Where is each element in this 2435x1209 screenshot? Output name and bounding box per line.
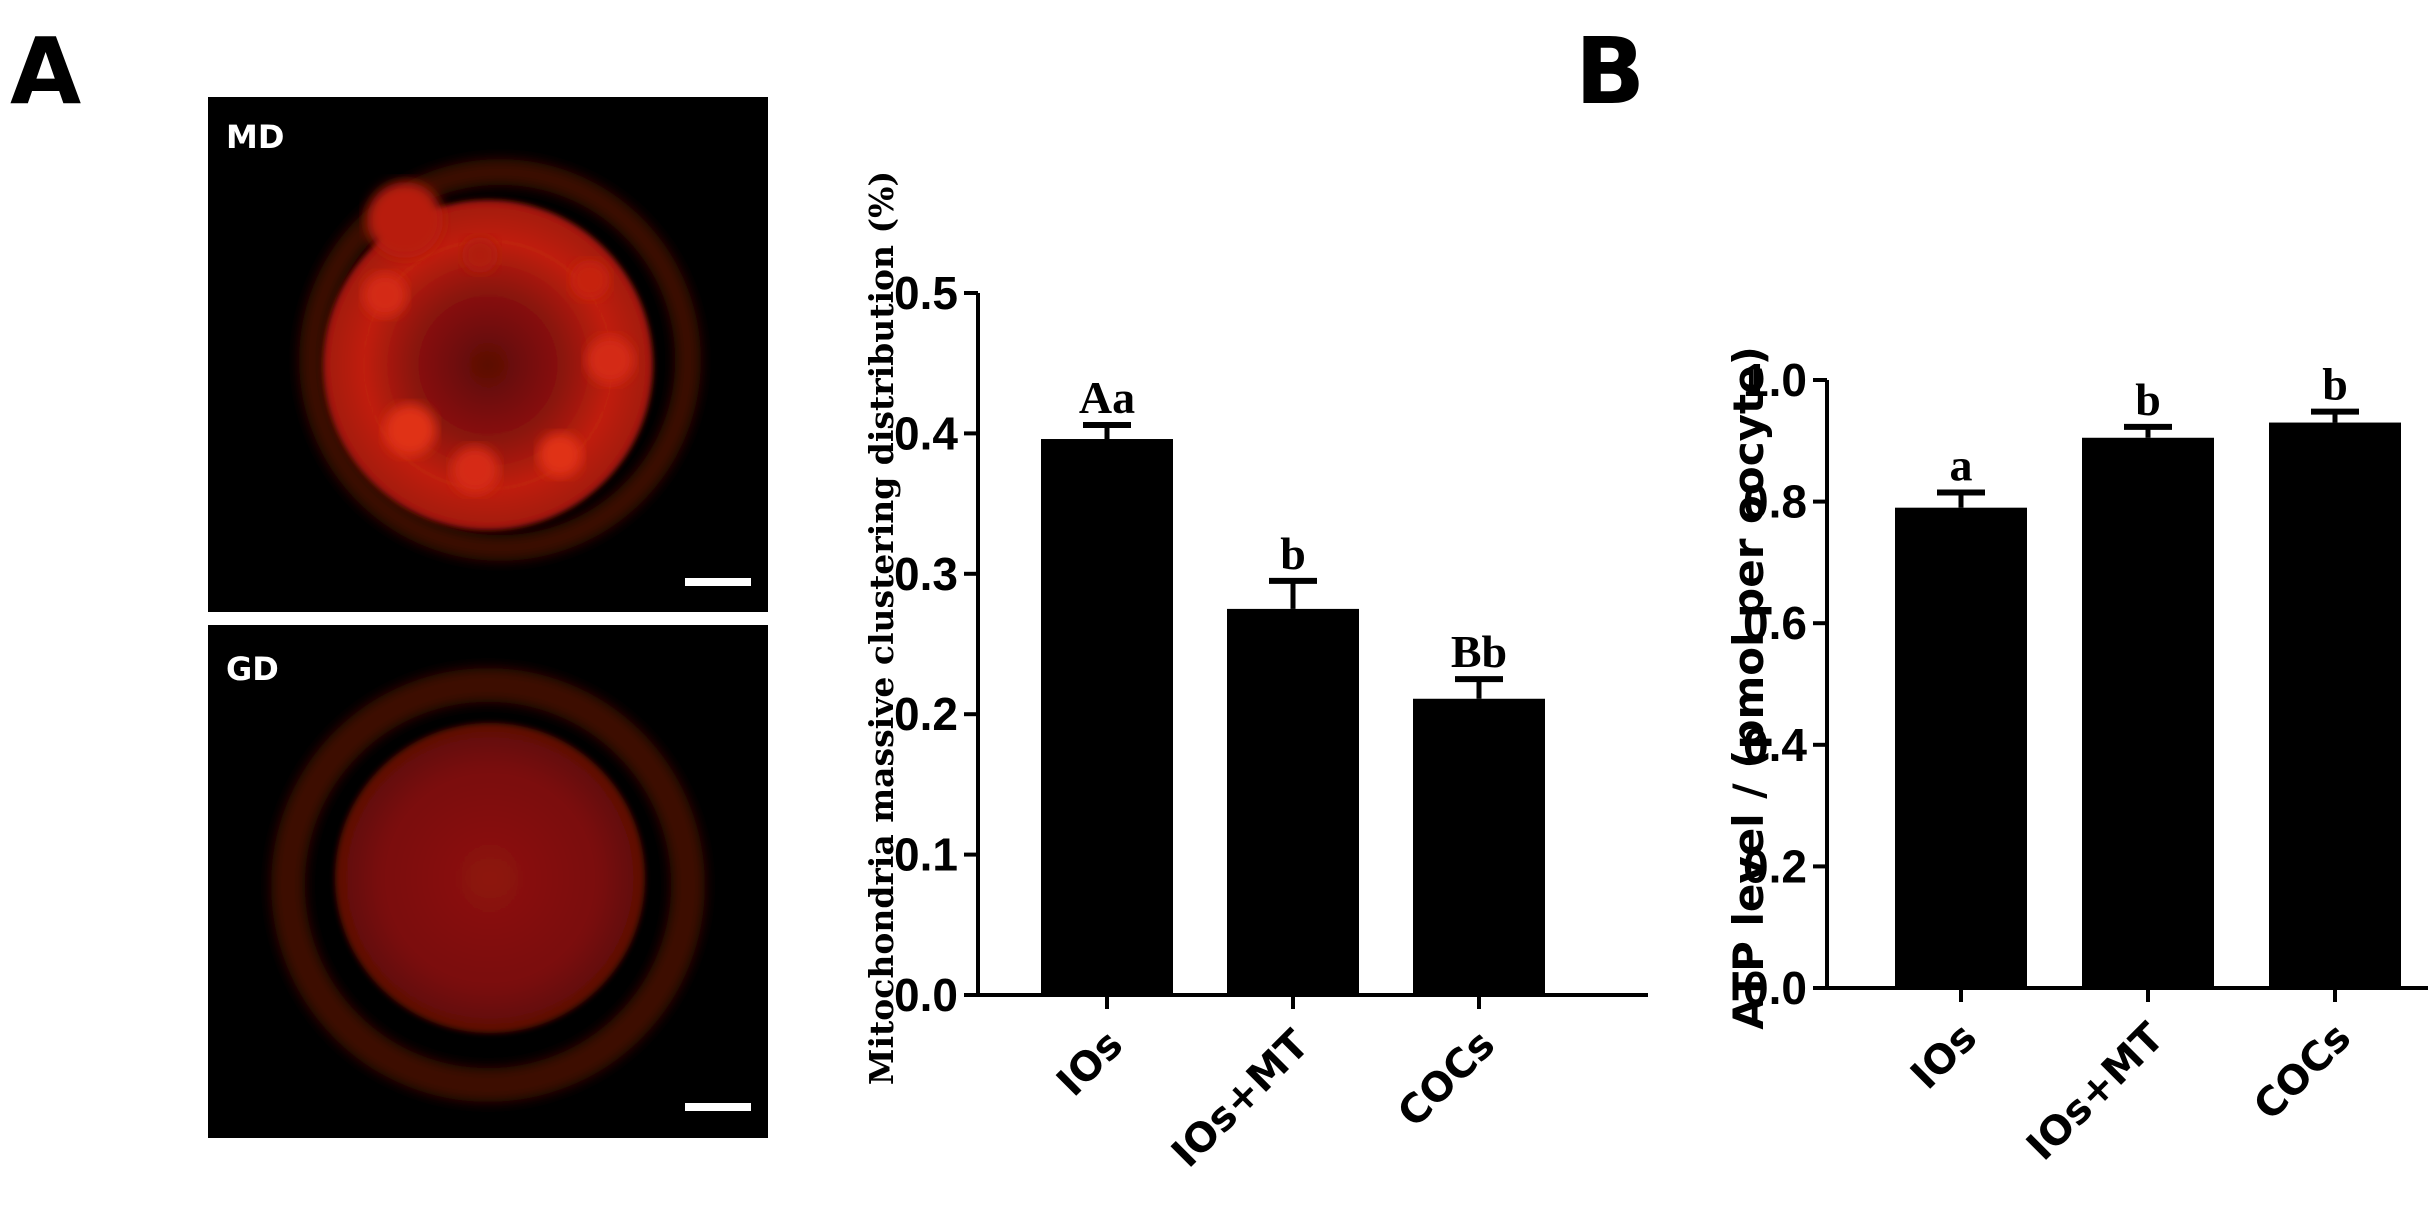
chart-a: Mitochondria massive clustering distribu… (862, 171, 1648, 1177)
y-tick-label: 0.2 (894, 688, 958, 740)
y-tick-label: 0.5 (894, 267, 958, 319)
bar (2082, 437, 2214, 988)
significance-label: b (1280, 528, 1306, 579)
bar (1041, 439, 1173, 995)
x-tick-label: IOs (1048, 1022, 1132, 1106)
x-tick-label: IOs+MT (1163, 1021, 1319, 1177)
y-tick-label: 0.2 (1743, 840, 1807, 892)
y-axis-label-a: Mitochondria massive clustering distribu… (862, 171, 901, 1085)
y-tick-label: 0.8 (1743, 476, 1807, 528)
significance-label: b (2322, 359, 2348, 410)
y-tick-label: 0.3 (894, 548, 958, 600)
bar (1413, 698, 1545, 995)
x-tick-label: COCs (2245, 1015, 2360, 1130)
chart-b: ATP level / (pmol per oocyte) 0.0 0.2 0.4 0… (1724, 346, 2428, 1170)
significance-label: Aa (1079, 372, 1135, 423)
y-tick-label: 0.4 (894, 407, 958, 459)
x-tick-label: IOs+MT (2018, 1014, 2174, 1170)
y-tick-label: 0.6 (1743, 597, 1807, 649)
y-tick-label: 0.4 (1743, 719, 1807, 771)
micrograph-label-md: MD (226, 118, 284, 156)
significance-label: b (2135, 374, 2161, 425)
significance-label: a (1950, 439, 1973, 490)
x-tick-label: COCs (1389, 1022, 1504, 1137)
y-tick-label: 0.1 (894, 829, 958, 881)
y-tick-label: 1.0 (1743, 354, 1807, 406)
significance-label: Bb (1451, 626, 1507, 677)
y-tick-label: 0.0 (1743, 962, 1807, 1014)
micrograph-gd: GD (208, 625, 768, 1138)
bar (1895, 507, 2027, 988)
micrograph-md: MD (208, 97, 768, 612)
y-axis-label-b: ATP level / (pmol per oocyte) (1724, 346, 1773, 1030)
bar (2269, 422, 2401, 988)
panel-label-b: B (1575, 18, 1645, 125)
micrograph-label-gd: GD (226, 650, 279, 688)
x-tick-label: IOs (1902, 1015, 1986, 1099)
y-tick-label: 0.0 (894, 969, 958, 1021)
bar (1227, 608, 1359, 995)
panel-label-a: A (10, 18, 81, 125)
